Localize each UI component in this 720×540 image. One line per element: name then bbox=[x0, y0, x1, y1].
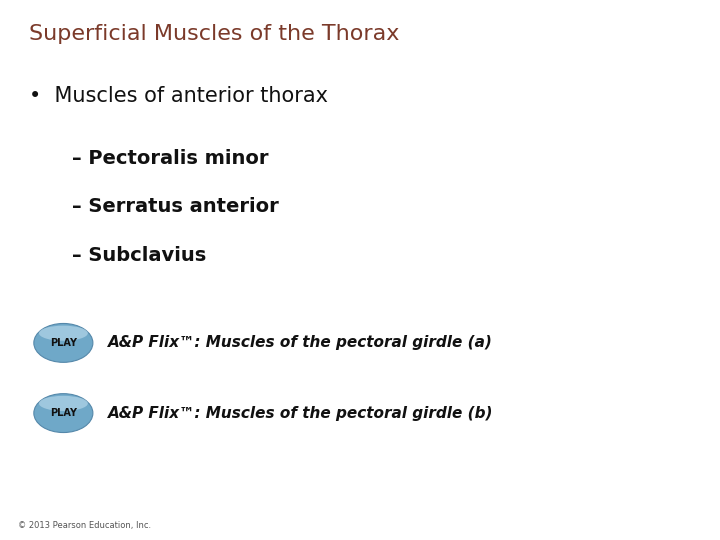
Text: © 2013 Pearson Education, Inc.: © 2013 Pearson Education, Inc. bbox=[18, 521, 151, 530]
Text: – Subclavius: – Subclavius bbox=[72, 246, 206, 265]
Text: A&P Flix™: Muscles of the pectoral girdle (b): A&P Flix™: Muscles of the pectoral girdl… bbox=[108, 406, 493, 421]
Text: – Serratus anterior: – Serratus anterior bbox=[72, 197, 279, 216]
Text: A&P Flix™: Muscles of the pectoral girdle (a): A&P Flix™: Muscles of the pectoral girdl… bbox=[108, 335, 493, 350]
Ellipse shape bbox=[34, 394, 93, 433]
Text: Superficial Muscles of the Thorax: Superficial Muscles of the Thorax bbox=[29, 24, 399, 44]
Ellipse shape bbox=[39, 326, 88, 341]
Text: PLAY: PLAY bbox=[50, 338, 77, 348]
Ellipse shape bbox=[39, 396, 88, 411]
Text: – Pectoralis minor: – Pectoralis minor bbox=[72, 148, 269, 167]
Ellipse shape bbox=[34, 323, 93, 362]
Text: PLAY: PLAY bbox=[50, 408, 77, 418]
Text: •  Muscles of anterior thorax: • Muscles of anterior thorax bbox=[29, 86, 328, 106]
